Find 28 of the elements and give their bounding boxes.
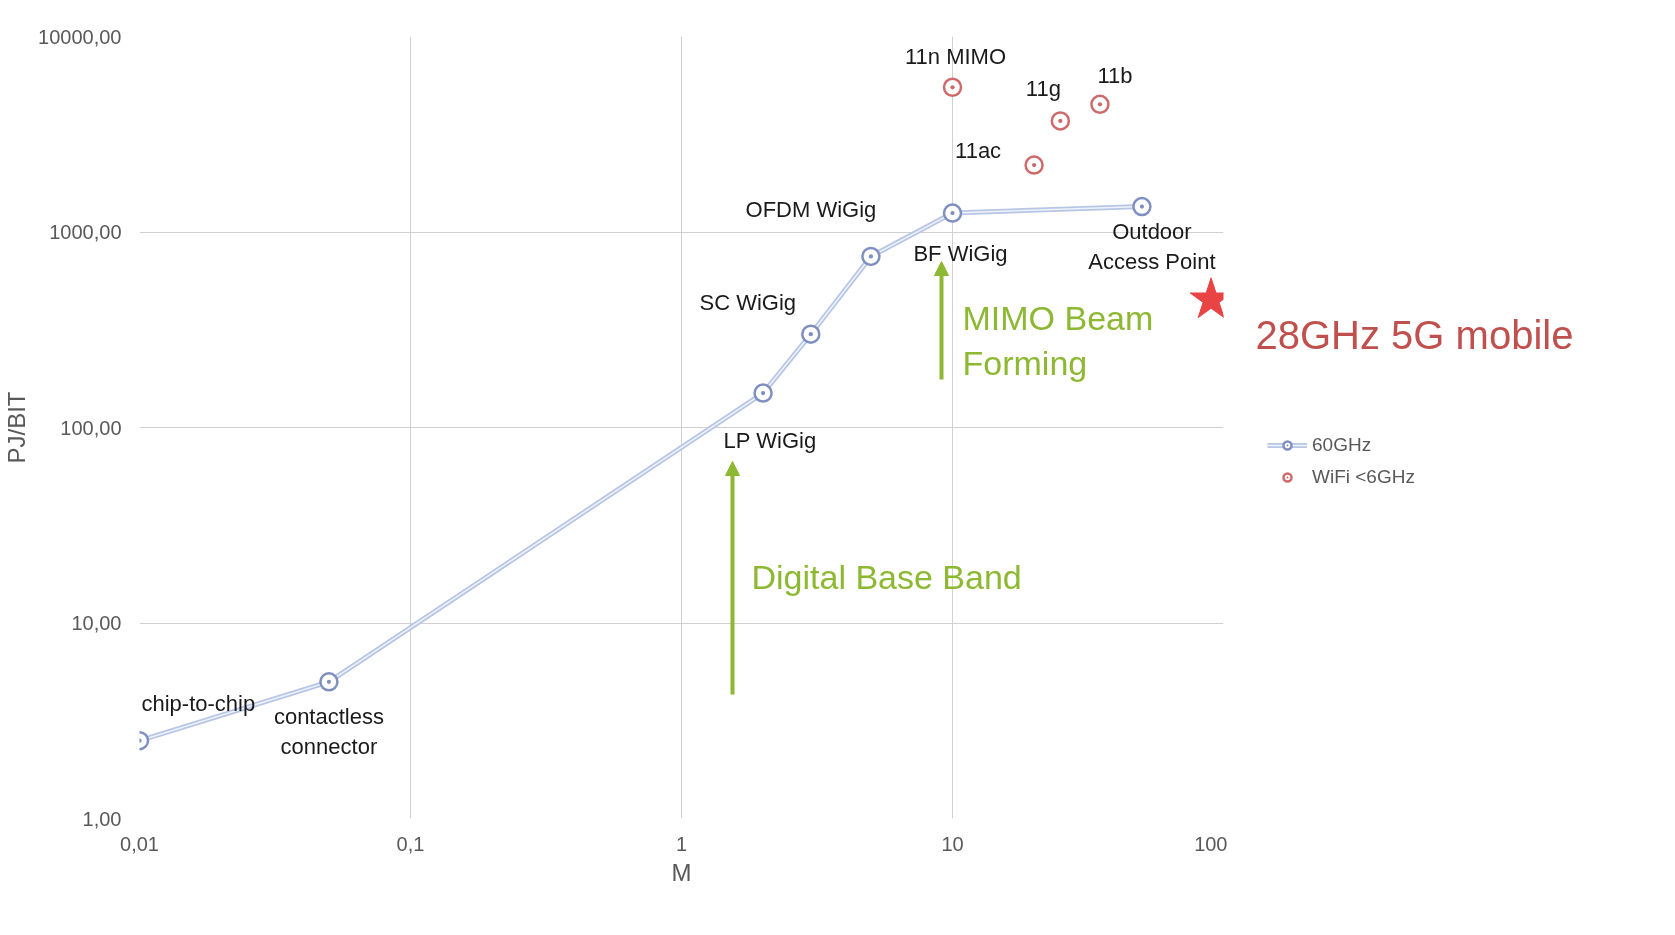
annotation: 11g bbox=[1025, 76, 1061, 102]
y-tick-label: 1000,00 bbox=[49, 221, 122, 243]
x-tick-label: 0,01 bbox=[120, 832, 159, 855]
annotation: SC WiGig bbox=[699, 289, 797, 315]
y-axis-title: PJ/BIT bbox=[3, 391, 31, 464]
legend-label: WiFi <6GHz bbox=[1312, 466, 1415, 488]
y-tick-label: 100,00 bbox=[60, 416, 122, 439]
y-tick-label: 1,00 bbox=[82, 807, 122, 830]
x-tick-label: 1 bbox=[675, 832, 688, 855]
annotation: contactless connector bbox=[273, 704, 384, 760]
y-tick-label: 10,00 bbox=[71, 612, 122, 634]
annotation: 11b bbox=[1097, 62, 1133, 88]
annotation: OFDM WiGig bbox=[745, 196, 877, 222]
annotation: 11ac bbox=[955, 137, 1002, 163]
annotation: BF WiGig bbox=[913, 240, 1008, 266]
annotation: MIMO Beam Forming bbox=[962, 298, 1154, 383]
x-tick-label: 100 bbox=[1194, 832, 1228, 855]
text: 28GHz 5G mobile bbox=[1255, 312, 1574, 357]
x-axis-title: M bbox=[671, 858, 692, 886]
x-tick-label: 0,1 bbox=[396, 832, 425, 855]
annotation: Outdoor Access Point bbox=[1088, 219, 1216, 275]
x-tick-label: 10 bbox=[941, 832, 964, 855]
annotation: Digital Base Band bbox=[751, 557, 1022, 596]
legend-label: 60GHz bbox=[1312, 434, 1372, 456]
annotation: LP WiGig bbox=[723, 427, 817, 453]
y-tick-label: 10000,00 bbox=[38, 25, 122, 48]
annotation: 11n MIMO bbox=[904, 43, 1007, 69]
annotation: chip-to-chip bbox=[141, 691, 256, 717]
